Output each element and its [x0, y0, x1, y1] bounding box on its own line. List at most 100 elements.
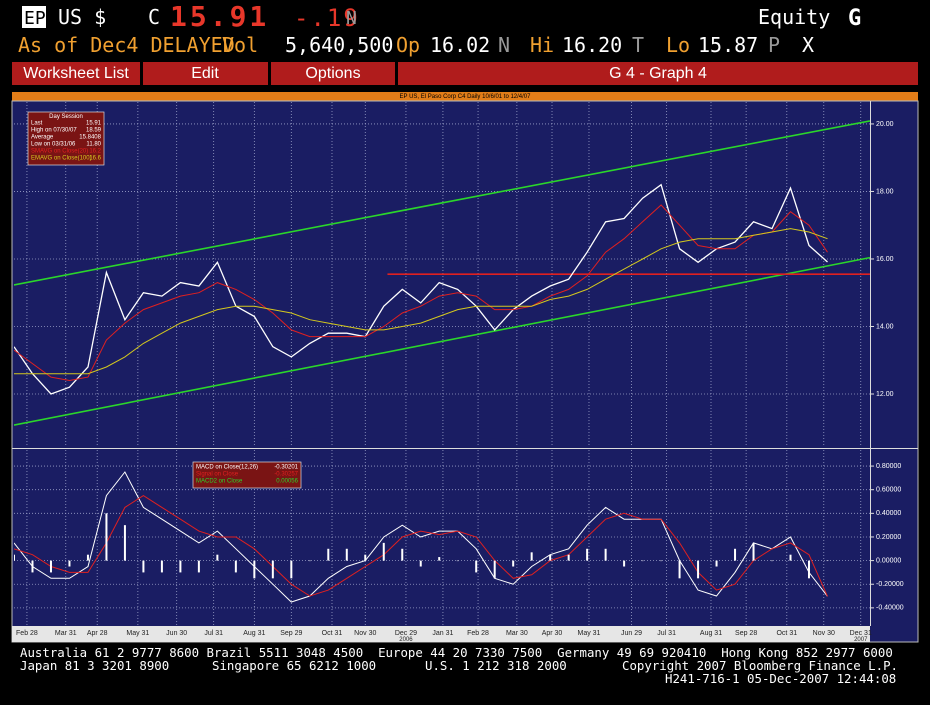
- histogram-bar: [678, 560, 681, 579]
- histogram-bar: [179, 560, 182, 573]
- menu-button[interactable]: [143, 62, 268, 85]
- footer-text: H241-716-1 05-Dec-2007 12:44:08: [665, 671, 896, 686]
- x-tick-label: Jul 31: [204, 630, 223, 637]
- year-label: 2007: [854, 637, 868, 643]
- histogram-bar: [752, 542, 755, 561]
- function: G: [848, 6, 861, 31]
- x-tick-label: Mar 31: [55, 630, 77, 637]
- histogram-bar: [86, 554, 89, 561]
- histogram-bar: [715, 560, 718, 567]
- y-tick-label: 16.00: [876, 256, 894, 263]
- footer-text: U.S. 1 212 318 2000: [425, 658, 567, 673]
- series-line: [14, 204, 828, 382]
- histogram-bar: [456, 560, 459, 562]
- low-flag: P: [768, 33, 780, 57]
- legend-box: [192, 461, 302, 489]
- info-label: Last: [31, 121, 43, 127]
- x-tick-label: Oct 31: [776, 630, 797, 637]
- x-axis-strip: [12, 626, 870, 642]
- histogram-bar: [68, 560, 71, 567]
- histogram-bar: [512, 560, 515, 567]
- menu-title-bar: [398, 62, 918, 85]
- histogram-bar: [123, 525, 126, 561]
- x-tick-label: May 31: [577, 630, 600, 637]
- menu-button[interactable]: [271, 62, 395, 85]
- chart-title: EP US, El Paso Corp C4 Daily 10/6/01 to …: [400, 94, 532, 100]
- histogram-bar: [826, 560, 829, 562]
- histogram-bar: [641, 560, 644, 562]
- legend-entry: MACD2 on Close: [196, 479, 243, 485]
- market: US $: [58, 5, 106, 29]
- histogram-bar: [475, 560, 478, 573]
- y-tick-label: 14.00: [876, 323, 894, 330]
- histogram-bar: [734, 548, 737, 561]
- info-label: Average: [31, 135, 54, 141]
- menu-button[interactable]: [12, 62, 140, 85]
- series-line: [14, 183, 828, 395]
- close-x: X: [802, 33, 814, 57]
- histogram-bar: [549, 554, 552, 561]
- info-value: 15.8408: [79, 135, 101, 141]
- histogram-bar: [308, 560, 311, 562]
- histogram-bar: [382, 542, 385, 561]
- change: -.19: [294, 4, 360, 32]
- volume: 5,640,500: [285, 33, 393, 57]
- x-tick-label: Jul 31: [657, 630, 676, 637]
- y-tick-label: -0.20000: [876, 581, 904, 588]
- y-tick-label: 0.80000: [876, 463, 901, 470]
- histogram-bar: [31, 560, 34, 573]
- x-tick-label: Mar 30: [506, 630, 528, 637]
- open: 16.02: [430, 33, 490, 57]
- x-tick-label: Jun 30: [166, 630, 187, 637]
- trend-line: [14, 256, 870, 426]
- legend-entry: SMAVG on Close(20): [31, 149, 88, 155]
- low-label: Lo: [666, 33, 690, 57]
- histogram-bar: [438, 557, 441, 561]
- histogram-bar: [234, 560, 237, 573]
- menu-item[interactable]: Options: [305, 65, 360, 82]
- legend-title: Day Session: [49, 114, 83, 120]
- plot-area: [14, 450, 870, 625]
- footer-text: Australia 61 2 9777 8600 Brazil 5511 304…: [20, 645, 893, 660]
- x-tick-label: Aug 31: [700, 630, 722, 637]
- histogram-bar: [771, 560, 774, 562]
- x-tick-label: Jan 31: [432, 630, 453, 637]
- legend-value: 16.6: [89, 156, 101, 162]
- x-tick-label: Apr 30: [542, 630, 563, 637]
- y-tick-label: 18.00: [876, 188, 894, 195]
- x-tick-label: Nov 30: [813, 630, 835, 637]
- histogram-bar: [49, 560, 52, 573]
- histogram-bar: [160, 560, 163, 573]
- info-label: High on 07/30/07: [31, 128, 77, 134]
- histogram-bar: [401, 548, 404, 561]
- x-tick-label: Aug 31: [243, 630, 265, 637]
- histogram-bar: [14, 554, 15, 561]
- y-tick-label: 20.00: [876, 121, 894, 128]
- legend-entry: EMAVG on Close(100): [31, 156, 92, 162]
- series-line: [14, 228, 828, 375]
- last-price: 15.91: [170, 0, 269, 33]
- vol-label: Vol: [222, 33, 258, 57]
- menu-item[interactable]: Edit: [191, 65, 219, 82]
- histogram-bar: [660, 560, 663, 562]
- high-label: Hi: [530, 33, 554, 57]
- menu-item[interactable]: Worksheet List: [23, 65, 129, 82]
- low: 15.87: [698, 33, 758, 57]
- histogram-bar: [604, 548, 607, 561]
- x-tick-label: May 31: [126, 630, 149, 637]
- year-label: 2006: [399, 637, 413, 643]
- histogram-bar: [697, 560, 700, 579]
- footer-text: Copyright 2007 Bloomberg Finance L.P.: [622, 658, 898, 673]
- high: 16.20: [562, 33, 622, 57]
- histogram-bar: [419, 560, 422, 567]
- open-flag: N: [498, 33, 510, 57]
- series-line: [14, 495, 828, 597]
- histogram-bar: [142, 560, 145, 573]
- histogram-bar: [345, 548, 348, 561]
- info-label: Low on 03/31/06: [31, 142, 76, 148]
- y-tick-label: 0.40000: [876, 510, 901, 517]
- x-tick-label: Oct 31: [322, 630, 343, 637]
- y-tick-label: 12.00: [876, 391, 894, 398]
- series-line: [14, 471, 828, 603]
